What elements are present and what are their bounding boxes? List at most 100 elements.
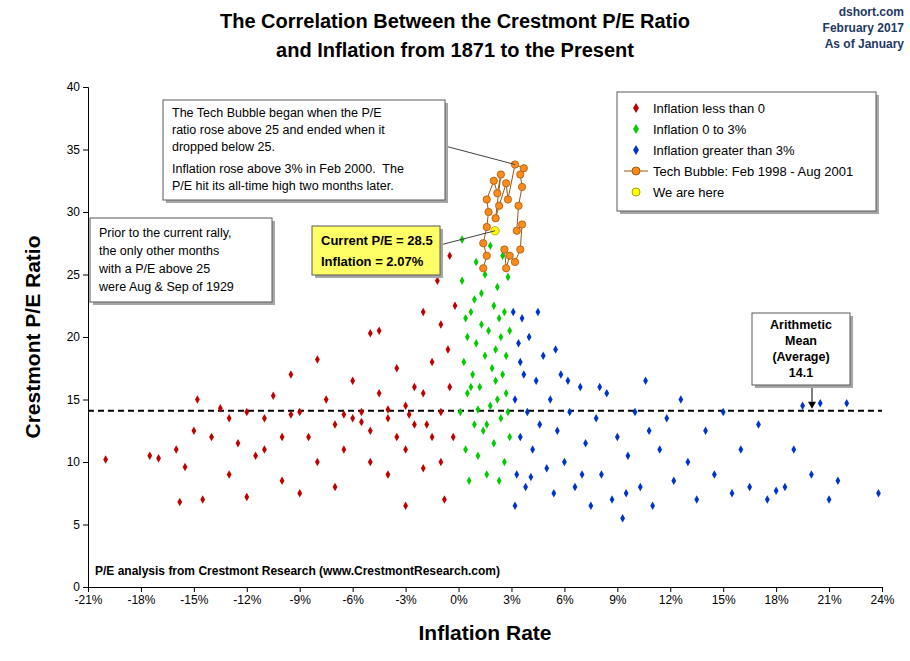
annotation-current: Current P/E = 28.5Inflation = 2.07% (312, 226, 443, 278)
data-point (421, 464, 426, 472)
data-point (513, 395, 518, 403)
x-tick-mark (300, 587, 301, 592)
source-group: dshort.comFebruary 2017As of January (823, 5, 905, 51)
data-point (678, 395, 683, 403)
data-point (472, 295, 477, 303)
data-point (262, 445, 267, 453)
series-group (480, 161, 528, 272)
data-point (809, 470, 814, 478)
data-point (703, 427, 708, 435)
data-point (341, 445, 346, 453)
data-point (528, 473, 533, 481)
data-point (481, 427, 486, 435)
data-point (503, 265, 510, 272)
data-point (468, 308, 473, 316)
chart-root: The Correlation Between the Crestmont P/… (0, 0, 910, 661)
x-tick-mark (194, 587, 195, 592)
y-tick: 35 (67, 143, 88, 157)
data-point (520, 314, 525, 322)
data-point (516, 339, 521, 347)
data-point (377, 327, 382, 335)
data-point (615, 433, 620, 441)
y-axis-line (83, 88, 89, 588)
x-tick-label: -9% (290, 593, 312, 607)
data-point (480, 265, 487, 272)
x-tick-mark (247, 587, 248, 592)
x-tick-label: 15% (712, 593, 736, 607)
data-point (492, 215, 499, 222)
data-point (518, 221, 525, 228)
x-tick-label: -3% (395, 593, 417, 607)
x-tick-label: 24% (870, 593, 894, 607)
data-point (377, 389, 382, 397)
data-point (548, 395, 553, 403)
data-point (315, 458, 320, 466)
x-tick-mark (406, 587, 407, 592)
data-point (483, 223, 490, 230)
y-tick-mark (83, 587, 88, 588)
y-tick: 5 (73, 518, 88, 532)
data-point (580, 470, 585, 478)
x-tick-mark (564, 587, 565, 592)
legend: Inflation less than 0Inflation 0 to 3%In… (617, 92, 879, 214)
legend-marker (632, 188, 640, 196)
mean-label: Arithmetic (770, 318, 832, 332)
data-point (504, 352, 509, 360)
data-point (386, 470, 391, 478)
data-point (501, 246, 508, 253)
y-tick-mark (83, 462, 88, 463)
data-point (465, 333, 470, 341)
data-point (562, 458, 567, 466)
data-point (350, 377, 355, 385)
title: The Correlation Between the Crestmont P/… (220, 10, 690, 32)
data-point (244, 408, 249, 416)
data-point (368, 329, 373, 337)
data-point (626, 452, 631, 460)
data-point (599, 470, 604, 478)
x-tick-label: 18% (765, 593, 789, 607)
x-tick-mark (511, 587, 512, 592)
data-point (620, 514, 625, 522)
data-point (424, 420, 429, 428)
data-point (633, 408, 638, 416)
x-tick: -3% (395, 587, 417, 607)
x-tick-label: 21% (818, 593, 842, 607)
data-point (467, 477, 472, 485)
data-point (506, 273, 511, 281)
data-point (498, 333, 503, 341)
data-point (483, 352, 488, 360)
data-point (438, 408, 443, 416)
data-point (818, 399, 823, 407)
data-point (566, 377, 571, 385)
x-tick-mark (829, 587, 830, 592)
data-point (350, 414, 355, 422)
data-point (502, 458, 507, 466)
data-point (412, 383, 417, 391)
y-tick-mark (83, 87, 88, 88)
data-point (476, 405, 481, 413)
x-tick-label: 12% (659, 593, 683, 607)
leader-line (440, 231, 495, 245)
data-point (521, 370, 526, 378)
data-point (604, 389, 609, 397)
data-point (876, 489, 881, 497)
data-point (324, 395, 329, 403)
x-tick-label: 9% (609, 593, 627, 607)
data-point (497, 314, 502, 322)
y-tick-mark (83, 400, 88, 401)
annotation-box (163, 100, 445, 200)
data-point (686, 458, 691, 466)
x-axis: -21%-18%-15%-12%-9%-6%-3%0%3%6%9%12%15%1… (74, 587, 894, 607)
x-tick-label: -12% (233, 593, 261, 607)
x-tick: 0% (450, 587, 468, 607)
data-point (430, 433, 435, 441)
data-point (280, 433, 285, 441)
data-point (460, 277, 465, 285)
data-point (657, 445, 662, 453)
data-point (504, 389, 509, 397)
annotation-box (312, 226, 440, 275)
mean-line (88, 410, 882, 412)
data-point (507, 327, 512, 335)
data-point (447, 383, 452, 391)
annotation-tech-bubble: The Tech Bubble began when the P/Eratio … (163, 100, 448, 203)
